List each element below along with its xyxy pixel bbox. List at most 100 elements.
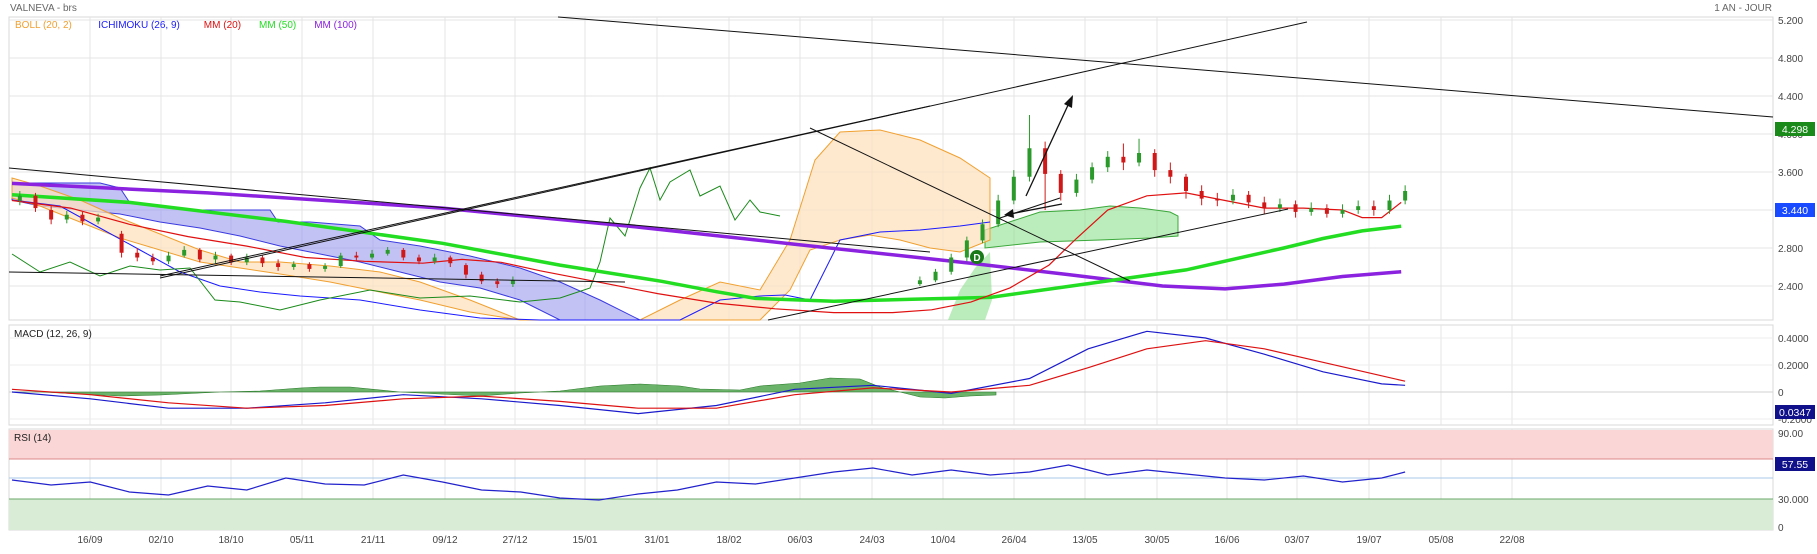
x-tick-label: 03/07 (1284, 535, 1309, 546)
macd-y-axis: 0.4000 0.2000 0 -0.2000 (1778, 334, 1812, 426)
x-tick-label: 30/05 (1144, 535, 1169, 546)
rsi-y-tick-label: 0 (1778, 523, 1784, 534)
candle-body (448, 257, 453, 264)
price-y-tick-label: 5.200 (1778, 16, 1803, 27)
rsi-overbought-zone (9, 430, 1773, 459)
legend-item: MM (100) (314, 20, 357, 31)
candle-body (1011, 176, 1016, 201)
candle-body (244, 257, 249, 263)
last-price-badge: 4.298 (1775, 122, 1815, 136)
x-tick-label: 06/03 (787, 535, 812, 546)
x-tick-label: 16/06 (1214, 535, 1239, 546)
candle-body (96, 217, 101, 222)
candle-body (1230, 194, 1235, 201)
candle-body (229, 255, 234, 263)
x-tick-label: 31/01 (644, 535, 669, 546)
x-tick-label: 05/08 (1428, 535, 1453, 546)
rsi-title: RSI (14) (14, 433, 51, 444)
candle-body (510, 280, 515, 285)
candle-body (276, 263, 281, 267)
candle-body (166, 255, 171, 262)
signal-marker-d[interactable]: D (970, 250, 984, 264)
price-y-tick-label: 4.800 (1778, 54, 1803, 65)
x-tick-label: 13/05 (1072, 535, 1097, 546)
candle-body (1215, 198, 1220, 201)
candle-body (1184, 176, 1188, 191)
candle-body (1137, 153, 1142, 163)
candle-body (949, 257, 954, 272)
x-tick-label: 09/12 (432, 535, 457, 546)
x-tick-label: 05/11 (290, 535, 315, 546)
svg-text:D: D (973, 253, 980, 264)
macd-value-badge: 0.0347 (1775, 405, 1815, 419)
x-tick-label: 27/12 (502, 535, 527, 546)
bollinger-band (11, 129, 991, 321)
candle-body (1403, 191, 1408, 201)
x-tick-label: 18/10 (218, 535, 243, 546)
macd-y-tick-label: 0.4000 (1778, 334, 1809, 345)
x-tick-label: 18/02 (716, 535, 741, 546)
price-y-tick-label: 2.800 (1778, 244, 1803, 255)
candle-body (1246, 194, 1251, 203)
rsi-y-tick-label: 30.000 (1778, 495, 1809, 506)
rsi-y-tick-label: 90.00 (1778, 429, 1803, 440)
legend-item: BOLL (20, 2) (15, 20, 72, 31)
x-tick-label: 26/04 (1001, 535, 1026, 546)
candle-body (135, 252, 140, 258)
x-axis: 16/09 02/10 18/10 05/11 21/11 09/12 27/12 15/01… (77, 535, 1524, 546)
candle-body (1058, 173, 1063, 193)
rsi-oversold-zone (9, 499, 1773, 530)
svg-text:0.0347: 0.0347 (1779, 407, 1811, 419)
x-tick-label: 21/11 (361, 535, 386, 546)
candle-body (495, 281, 500, 285)
candle-body (401, 249, 406, 258)
candle-body (964, 240, 969, 258)
legend-item: MM (20) (204, 20, 241, 31)
candle-body (1168, 170, 1173, 177)
candle-body (49, 210, 54, 220)
ichimoku-cloud-bullish (984, 205, 1179, 249)
candle-body (1262, 202, 1267, 209)
candle-body (1090, 167, 1095, 180)
macd-line (11, 330, 1406, 415)
candle-body (260, 257, 265, 264)
mm100-line (11, 181, 1402, 291)
candle-body (338, 255, 343, 267)
x-tick-label: 24/03 (859, 535, 884, 546)
ichimoku-kijun-line (11, 199, 991, 321)
x-tick-label: 10/04 (930, 535, 955, 546)
candle-body (1074, 179, 1079, 193)
candle-body (1043, 148, 1048, 174)
x-tick-label: 02/10 (148, 535, 173, 546)
x-tick-label: 15/01 (572, 535, 597, 546)
candle-body (996, 200, 1001, 225)
candle-body (64, 214, 69, 220)
indicator-legend: BOLL (20, 2) ICHIMOKU (26, 9) MM (20) MM (5… (15, 20, 357, 31)
candle-body (80, 214, 85, 222)
arrow-annotation-up (1025, 95, 1073, 197)
macd-panel[interactable] (8, 324, 1774, 426)
svg-text:4.298: 4.298 (1782, 124, 1808, 136)
candle-body (416, 257, 421, 262)
candle-body (1387, 200, 1392, 210)
mm20-line (11, 192, 1402, 314)
price-y-tick-label: 2.400 (1778, 282, 1803, 293)
candle-body (432, 257, 437, 262)
trendline-3 (8, 271, 626, 283)
candle-body (1199, 191, 1204, 199)
candle-body (1340, 210, 1345, 214)
candle-body (917, 280, 922, 285)
chart-period[interactable]: 1 AN - JOUR (1714, 3, 1772, 14)
macd-histogram (12, 377, 997, 399)
svg-text:3.440: 3.440 (1782, 205, 1808, 217)
macd-title: MACD (12, 26, 9) (14, 329, 92, 340)
chart-title: VALNEVA - brs (10, 3, 77, 14)
trendlines (8, 16, 1774, 321)
x-tick-label: 16/09 (77, 535, 102, 546)
candle-body (1293, 204, 1298, 212)
svg-text:57.55: 57.55 (1782, 459, 1808, 471)
ichimoku-chikou-line (11, 166, 781, 311)
candle-body (119, 233, 124, 253)
candle-body (980, 224, 985, 241)
